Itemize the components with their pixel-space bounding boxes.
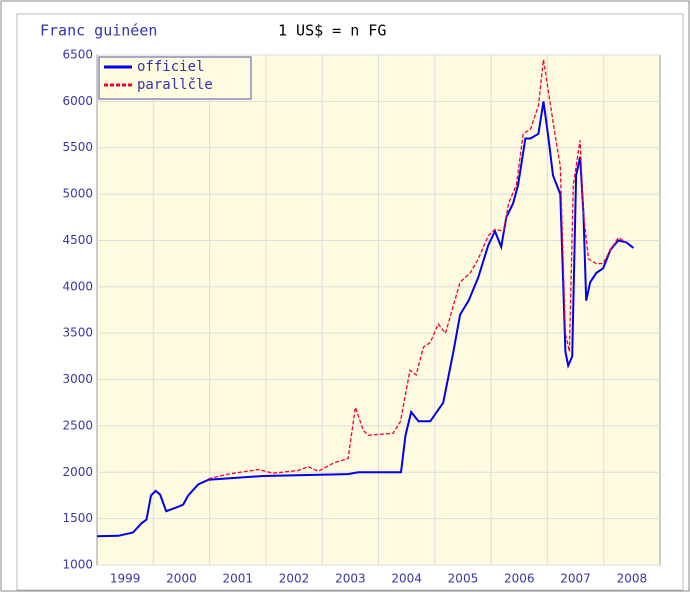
y-tick-label: 2000 <box>62 465 93 479</box>
legend-label: parallčle <box>137 77 213 93</box>
x-tick-label: 2005 <box>448 572 479 586</box>
y-tick-label: 1000 <box>62 558 93 572</box>
legend-label: officiel <box>137 59 204 75</box>
chart-subtitle: 1 US$ = n FG <box>278 22 386 40</box>
x-tick-label: 2004 <box>391 572 422 586</box>
y-tick-label: 3500 <box>62 326 93 340</box>
y-tick-label: 2500 <box>62 418 93 432</box>
y-tick-label: 4000 <box>62 279 93 293</box>
y-tick-label: 6500 <box>62 48 93 62</box>
y-tick-label: 5000 <box>62 187 93 201</box>
x-tick-label: 2001 <box>222 572 253 586</box>
x-tick-label: 2006 <box>504 572 535 586</box>
x-tick-label: 2000 <box>166 572 197 586</box>
chart-title: Franc guinéen <box>40 22 157 40</box>
x-tick-label: 2003 <box>335 572 366 586</box>
y-tick-label: 4500 <box>62 233 93 247</box>
x-tick-label: 2002 <box>279 572 310 586</box>
x-tick-label: 2008 <box>617 572 648 586</box>
series-line <box>208 59 627 480</box>
y-tick-label: 5500 <box>62 140 93 154</box>
x-tick-label: 2007 <box>560 572 591 586</box>
legend-box <box>98 56 252 100</box>
x-tick-label: 1999 <box>110 572 141 586</box>
y-tick-label: 3000 <box>62 372 93 386</box>
y-tick-label: 1500 <box>62 511 93 525</box>
y-tick-label: 6000 <box>62 94 93 108</box>
